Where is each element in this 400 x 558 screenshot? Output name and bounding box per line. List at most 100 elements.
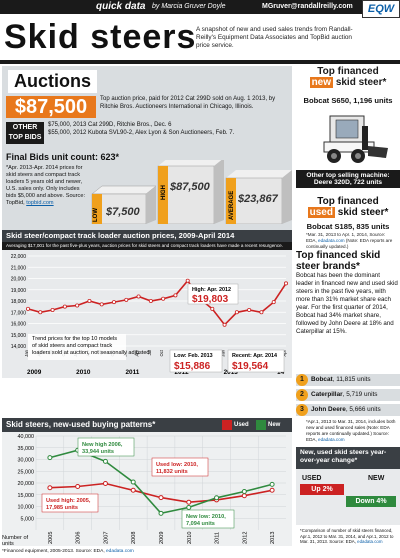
buying-point-new	[47, 455, 53, 461]
yoy-title: New, used skid steers year-over-year cha…	[296, 447, 400, 469]
brands-text: Bobcat has been the dominant leader in f…	[296, 272, 398, 335]
buying-point-new	[102, 458, 108, 464]
callout-recent-label: Recent: Apr. 2014	[232, 353, 277, 359]
new-highlight: new	[309, 77, 334, 88]
callout-new-low-value: 7,094 units	[186, 521, 215, 527]
price-year-label: '14	[276, 369, 285, 376]
price-ytick-label: 16,000	[11, 322, 27, 328]
buying-xtick-label: 2010	[187, 532, 193, 544]
top-new-title-line2: new skid steer*	[296, 77, 400, 88]
units-axis-label: Number of units	[2, 535, 29, 547]
buying-chart-title: Skid steers, new-used buying patterns*	[2, 418, 292, 432]
page-title: Skid steers	[4, 18, 197, 56]
edadata-link-4[interactable]: edadata.com	[106, 549, 134, 554]
price-ytick-label: 21,000	[11, 265, 27, 271]
price-ytick-label: 19,000	[11, 288, 27, 294]
callout-high: High: Apr. 2012 $19,803	[187, 283, 239, 305]
other-top-selling: Other top selling machine: Deere 320D, 7…	[296, 170, 400, 188]
brands-title: Top financed skid steer brands*	[296, 250, 381, 272]
price-point	[50, 308, 55, 313]
buying-ytick-label: 20,000	[18, 481, 35, 487]
price-point	[124, 297, 129, 302]
callout-used-low-value: 11,832 units	[156, 469, 188, 475]
callout-used-low-label: Used low: 2010,	[156, 462, 198, 468]
brand-name: Bobcat	[311, 376, 333, 383]
buying-point-used	[158, 495, 164, 501]
skid-steer-image	[323, 115, 388, 163]
brands-note: *Apr.1, 2013 to Mar. 31, 2014, includes …	[306, 419, 398, 443]
price-point	[247, 308, 252, 313]
buying-point-used	[75, 484, 81, 490]
buying-point-used	[130, 487, 136, 493]
callout-new-low-label: New low: 2010,	[186, 514, 226, 520]
brand-units: 5,666 units	[349, 406, 381, 413]
author-email[interactable]: MGruver@randallreilly.com	[262, 3, 353, 10]
price-year-label: 2009	[27, 369, 42, 376]
price-chart-title: Skid steer/compact track loader auction …	[2, 230, 292, 242]
top-used-title-line1: Top financed	[317, 196, 379, 207]
callout-high-label: High: Apr. 2012	[192, 287, 231, 293]
callout-low: Low: Feb. 2013 $15,886	[169, 349, 223, 373]
price-ytick-label: 18,000	[11, 299, 27, 305]
price-point	[222, 322, 227, 327]
edadata-link-3[interactable]: edadata.com	[357, 539, 383, 545]
brand-rank: 3	[296, 404, 308, 416]
buying-xtick-label: 2006	[76, 532, 82, 544]
bar-low: LOW $7,500	[91, 185, 157, 224]
brand-rank: 1	[296, 374, 308, 386]
buying-xtick-label: 2013	[270, 532, 276, 544]
callout-new-high-label: New high 2006,	[82, 442, 123, 448]
price-point	[185, 278, 190, 283]
price-chart-subtitle: Averaging $17,001 for the past five-plus…	[2, 242, 292, 250]
top-new-title: Top financed new skid steer*	[296, 66, 400, 88]
price-point	[136, 294, 141, 299]
auctions-heading: Auctions	[8, 70, 98, 93]
price-year-label: 2013	[224, 369, 239, 376]
top-used-title: Top financed used skid steer*	[296, 196, 400, 218]
price-line-chart: 14,000 15,000 16,000 17,000 18,000 19,000 20,0…	[11, 254, 288, 376]
other-bid-2: $55,000, 2012 Kubota SVL90-2, Alex Lyon …	[48, 130, 235, 136]
callout-recent: Recent: Apr. 2014 $19,564	[227, 349, 285, 373]
callout-low-value: $15,886	[174, 361, 211, 372]
buying-xtick-label: 2008	[131, 532, 137, 544]
top-new-title-tail: skid steer*	[335, 77, 387, 88]
top-used-title-line2: used skid steer*	[296, 207, 400, 218]
price-point	[25, 306, 30, 311]
bar-high-label: HIGH	[161, 185, 167, 200]
topbid-link[interactable]: topbid.com	[26, 200, 54, 206]
price-series-line	[27, 279, 287, 327]
other-bid-1: $75,000, 2013 Cat 299D, Ritchie Bros., D…	[48, 122, 172, 128]
buying-point-used	[241, 493, 247, 499]
bar-average-label: AVERAGE	[229, 191, 235, 220]
buying-ytick-label: 40,000	[18, 434, 35, 440]
price-month-label: Apr	[135, 349, 140, 356]
bar-high-value: $87,500	[169, 181, 211, 193]
brand-rank: 2	[296, 389, 308, 401]
top-bar: quick data by Marcia Gruver Doyle MGruve…	[0, 0, 400, 14]
bar-low-value: $7,500	[105, 206, 141, 218]
top-price: $87,500	[6, 96, 96, 118]
top-used-model: Bobcat S185, 835 units	[306, 222, 390, 231]
legend-used-label: Used	[234, 422, 249, 428]
page-subtitle: A snapshot of new and used sales trends …	[196, 26, 353, 49]
financing-note-tail: (Note: EDA reports are continually updat…	[306, 238, 393, 249]
price-month-label: Jan	[24, 349, 29, 356]
bar-low-label: LOW	[93, 208, 99, 222]
price-year-label: 2011	[125, 369, 139, 376]
price-ytick-label: 17,000	[11, 310, 27, 316]
edadata-link-2[interactable]: edadata.com	[318, 437, 345, 442]
buying-point-used	[47, 485, 53, 491]
buying-ytick-label: 25,000	[18, 469, 35, 475]
buying-point-used	[186, 499, 192, 505]
auction-note-text: *Apr. 2013-Apr. 2014 prices for skid ste…	[6, 165, 85, 206]
auction-note: *Apr. 2013-Apr. 2014 prices for skid ste…	[6, 165, 86, 207]
callout-used-high-value: 17,985 units	[46, 505, 78, 511]
financing-note: *Mar. 31, 2013 to Apr. 1, 2014, Source: …	[306, 232, 396, 250]
brand-units: 5,719 units	[346, 391, 378, 398]
edadata-link-1[interactable]: edadata.com	[318, 238, 345, 243]
byline: by Marcia Gruver Doyle	[152, 3, 226, 10]
callout-used-low: Used low: 2010, 11,832 units	[151, 457, 209, 477]
price-point	[148, 299, 153, 304]
buying-point-used	[102, 480, 108, 486]
top-used-title-tail: skid steer*	[337, 207, 389, 218]
